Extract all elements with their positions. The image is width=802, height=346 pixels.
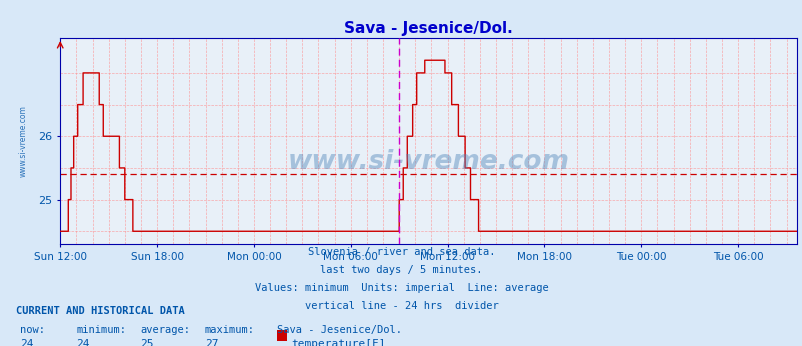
Text: CURRENT AND HISTORICAL DATA: CURRENT AND HISTORICAL DATA: [16, 306, 184, 316]
Text: last two days / 5 minutes.: last two days / 5 minutes.: [320, 265, 482, 275]
Text: Values: minimum  Units: imperial  Line: average: Values: minimum Units: imperial Line: av…: [254, 283, 548, 293]
Text: 24: 24: [76, 339, 90, 346]
Text: www.si-vreme.com: www.si-vreme.com: [287, 148, 569, 175]
Text: vertical line - 24 hrs  divider: vertical line - 24 hrs divider: [304, 301, 498, 311]
Text: www.si-vreme.com: www.si-vreme.com: [18, 105, 28, 177]
Text: Sava - Jesenice/Dol.: Sava - Jesenice/Dol.: [277, 325, 402, 335]
Text: now:: now:: [20, 325, 45, 335]
Text: temperature[F]: temperature[F]: [291, 339, 386, 346]
Text: 24: 24: [20, 339, 34, 346]
Text: Slovenia / river and sea data.: Slovenia / river and sea data.: [307, 247, 495, 257]
Text: 25: 25: [140, 339, 154, 346]
Text: minimum:: minimum:: [76, 325, 126, 335]
Text: maximum:: maximum:: [205, 325, 254, 335]
Text: average:: average:: [140, 325, 190, 335]
Text: 27: 27: [205, 339, 218, 346]
Title: Sava - Jesenice/Dol.: Sava - Jesenice/Dol.: [344, 20, 512, 36]
